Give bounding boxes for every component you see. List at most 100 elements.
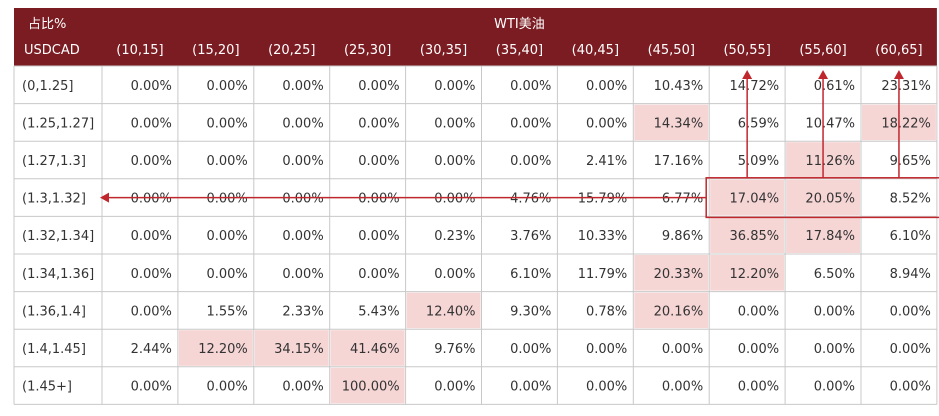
cell-value: 20.33%	[654, 267, 704, 282]
cell-value: 0.00%	[510, 116, 551, 131]
column-header: (30,35]	[420, 43, 467, 58]
cell-value: 0.00%	[131, 229, 172, 244]
cell-value: 0.00%	[814, 342, 855, 357]
cell-value: 15.79%	[578, 192, 628, 207]
cell-value: 0.00%	[206, 79, 247, 94]
cell-value: 0.00%	[206, 192, 247, 207]
up-arrow-head	[893, 70, 904, 79]
cell-value: 0.00%	[586, 380, 627, 395]
cell-value: 0.00%	[131, 304, 172, 319]
cell-value: 0.00%	[358, 79, 399, 94]
cell-value: 0.00%	[206, 229, 247, 244]
highlight-cell	[634, 255, 709, 291]
cell-value: 0.00%	[890, 380, 931, 395]
highlight-cell	[330, 367, 405, 404]
cell-value: 20.05%	[805, 192, 855, 207]
cell-value: 9.86%	[662, 229, 703, 244]
cell-value: 0.00%	[434, 116, 475, 131]
cell-value: 0.00%	[282, 229, 323, 244]
cell-value: 0.00%	[434, 79, 475, 94]
corner-label-top: 占比%	[28, 17, 66, 32]
cell-value: 12.20%	[730, 267, 780, 282]
cell-value: 0.00%	[434, 192, 475, 207]
cell-value: 6.59%	[738, 116, 779, 131]
highlight-cell	[786, 179, 860, 216]
cell-value: 0.00%	[510, 79, 551, 94]
row-label: (1.32,1.34]	[22, 229, 94, 244]
column-header: (45,50]	[648, 43, 695, 58]
cell-value: 3.76%	[510, 229, 551, 244]
up-arrow-head	[742, 70, 753, 79]
cell-value: 10.47%	[805, 116, 855, 131]
cell-value: 18.22%	[881, 116, 931, 131]
cell-value: 2.44%	[131, 342, 172, 357]
cell-value: 5.43%	[358, 304, 399, 319]
cell-value: 0.00%	[434, 380, 475, 395]
cell-value: 0.61%	[814, 79, 855, 94]
cell-value: 20.16%	[654, 304, 704, 319]
cell-value: 0.00%	[358, 116, 399, 131]
cell-value: 0.00%	[131, 267, 172, 282]
row-label: (1.34,1.36]	[22, 267, 94, 282]
header-background	[14, 8, 937, 66]
corner-label-bottom: USDCAD	[24, 43, 80, 58]
cell-value: 10.43%	[654, 79, 704, 94]
cell-value: 0.00%	[510, 154, 551, 169]
cell-value: 0.00%	[282, 79, 323, 94]
cell-value: 0.00%	[131, 154, 172, 169]
cell-value: 12.20%	[198, 342, 248, 357]
cell-value: 17.16%	[654, 154, 704, 169]
cell-value: 6.77%	[662, 192, 703, 207]
cell-value: 0.00%	[434, 154, 475, 169]
highlight-cell	[634, 292, 709, 329]
cell-value: 11.26%	[805, 154, 855, 169]
column-header: (55,60]	[799, 43, 846, 58]
cell-value: 0.00%	[586, 116, 627, 131]
cell-value: 6.10%	[890, 229, 931, 244]
highlight-cell	[786, 217, 860, 253]
column-header: (40,45]	[572, 43, 619, 58]
cell-value: 1.55%	[206, 304, 247, 319]
cell-value: 9.76%	[434, 342, 475, 357]
cell-value: 0.00%	[358, 267, 399, 282]
cell-value: 14.72%	[730, 79, 780, 94]
cell-value: 0.00%	[358, 154, 399, 169]
column-header: (10,15]	[116, 43, 163, 58]
cell-value: 2.33%	[282, 304, 323, 319]
highlight-cell	[406, 292, 481, 329]
cell-value: 41.46%	[350, 342, 400, 357]
left-arrow-head	[100, 192, 109, 203]
row-label: (1.27,1.3]	[22, 154, 86, 169]
row-label: (1.45+]	[22, 380, 72, 395]
cell-value: 0.00%	[282, 267, 323, 282]
cell-value: 0.00%	[814, 380, 855, 395]
cell-value: 0.00%	[738, 342, 779, 357]
cell-value: 8.52%	[890, 192, 931, 207]
cell-value: 0.00%	[206, 154, 247, 169]
cell-value: 23.31%	[881, 79, 931, 94]
cell-value: 0.00%	[131, 380, 172, 395]
cell-value: 0.00%	[586, 79, 627, 94]
cell-value: 17.84%	[805, 229, 855, 244]
row-label: (1.36,1.4]	[22, 304, 86, 319]
cell-value: 5.09%	[738, 154, 779, 169]
cell-value: 0.00%	[282, 380, 323, 395]
cell-value: 12.40%	[426, 304, 476, 319]
cell-value: 0.00%	[131, 192, 172, 207]
cell-value: 11.79%	[578, 267, 628, 282]
cell-value: 4.76%	[510, 192, 551, 207]
row-label: (1.25,1.27]	[22, 116, 94, 131]
cell-value: 6.50%	[814, 267, 855, 282]
row-label: (1.3,1.32]	[22, 192, 86, 207]
cell-value: 0.00%	[586, 342, 627, 357]
highlight-cell	[178, 330, 253, 366]
cell-value: 0.00%	[662, 380, 703, 395]
cell-value: 0.00%	[434, 267, 475, 282]
cell-value: 0.00%	[206, 267, 247, 282]
cell-value: 100.00%	[342, 380, 400, 395]
cell-value: 8.94%	[890, 267, 931, 282]
column-header: (50,55]	[723, 43, 770, 58]
cell-value: 6.10%	[510, 267, 551, 282]
cell-value: 0.00%	[131, 79, 172, 94]
